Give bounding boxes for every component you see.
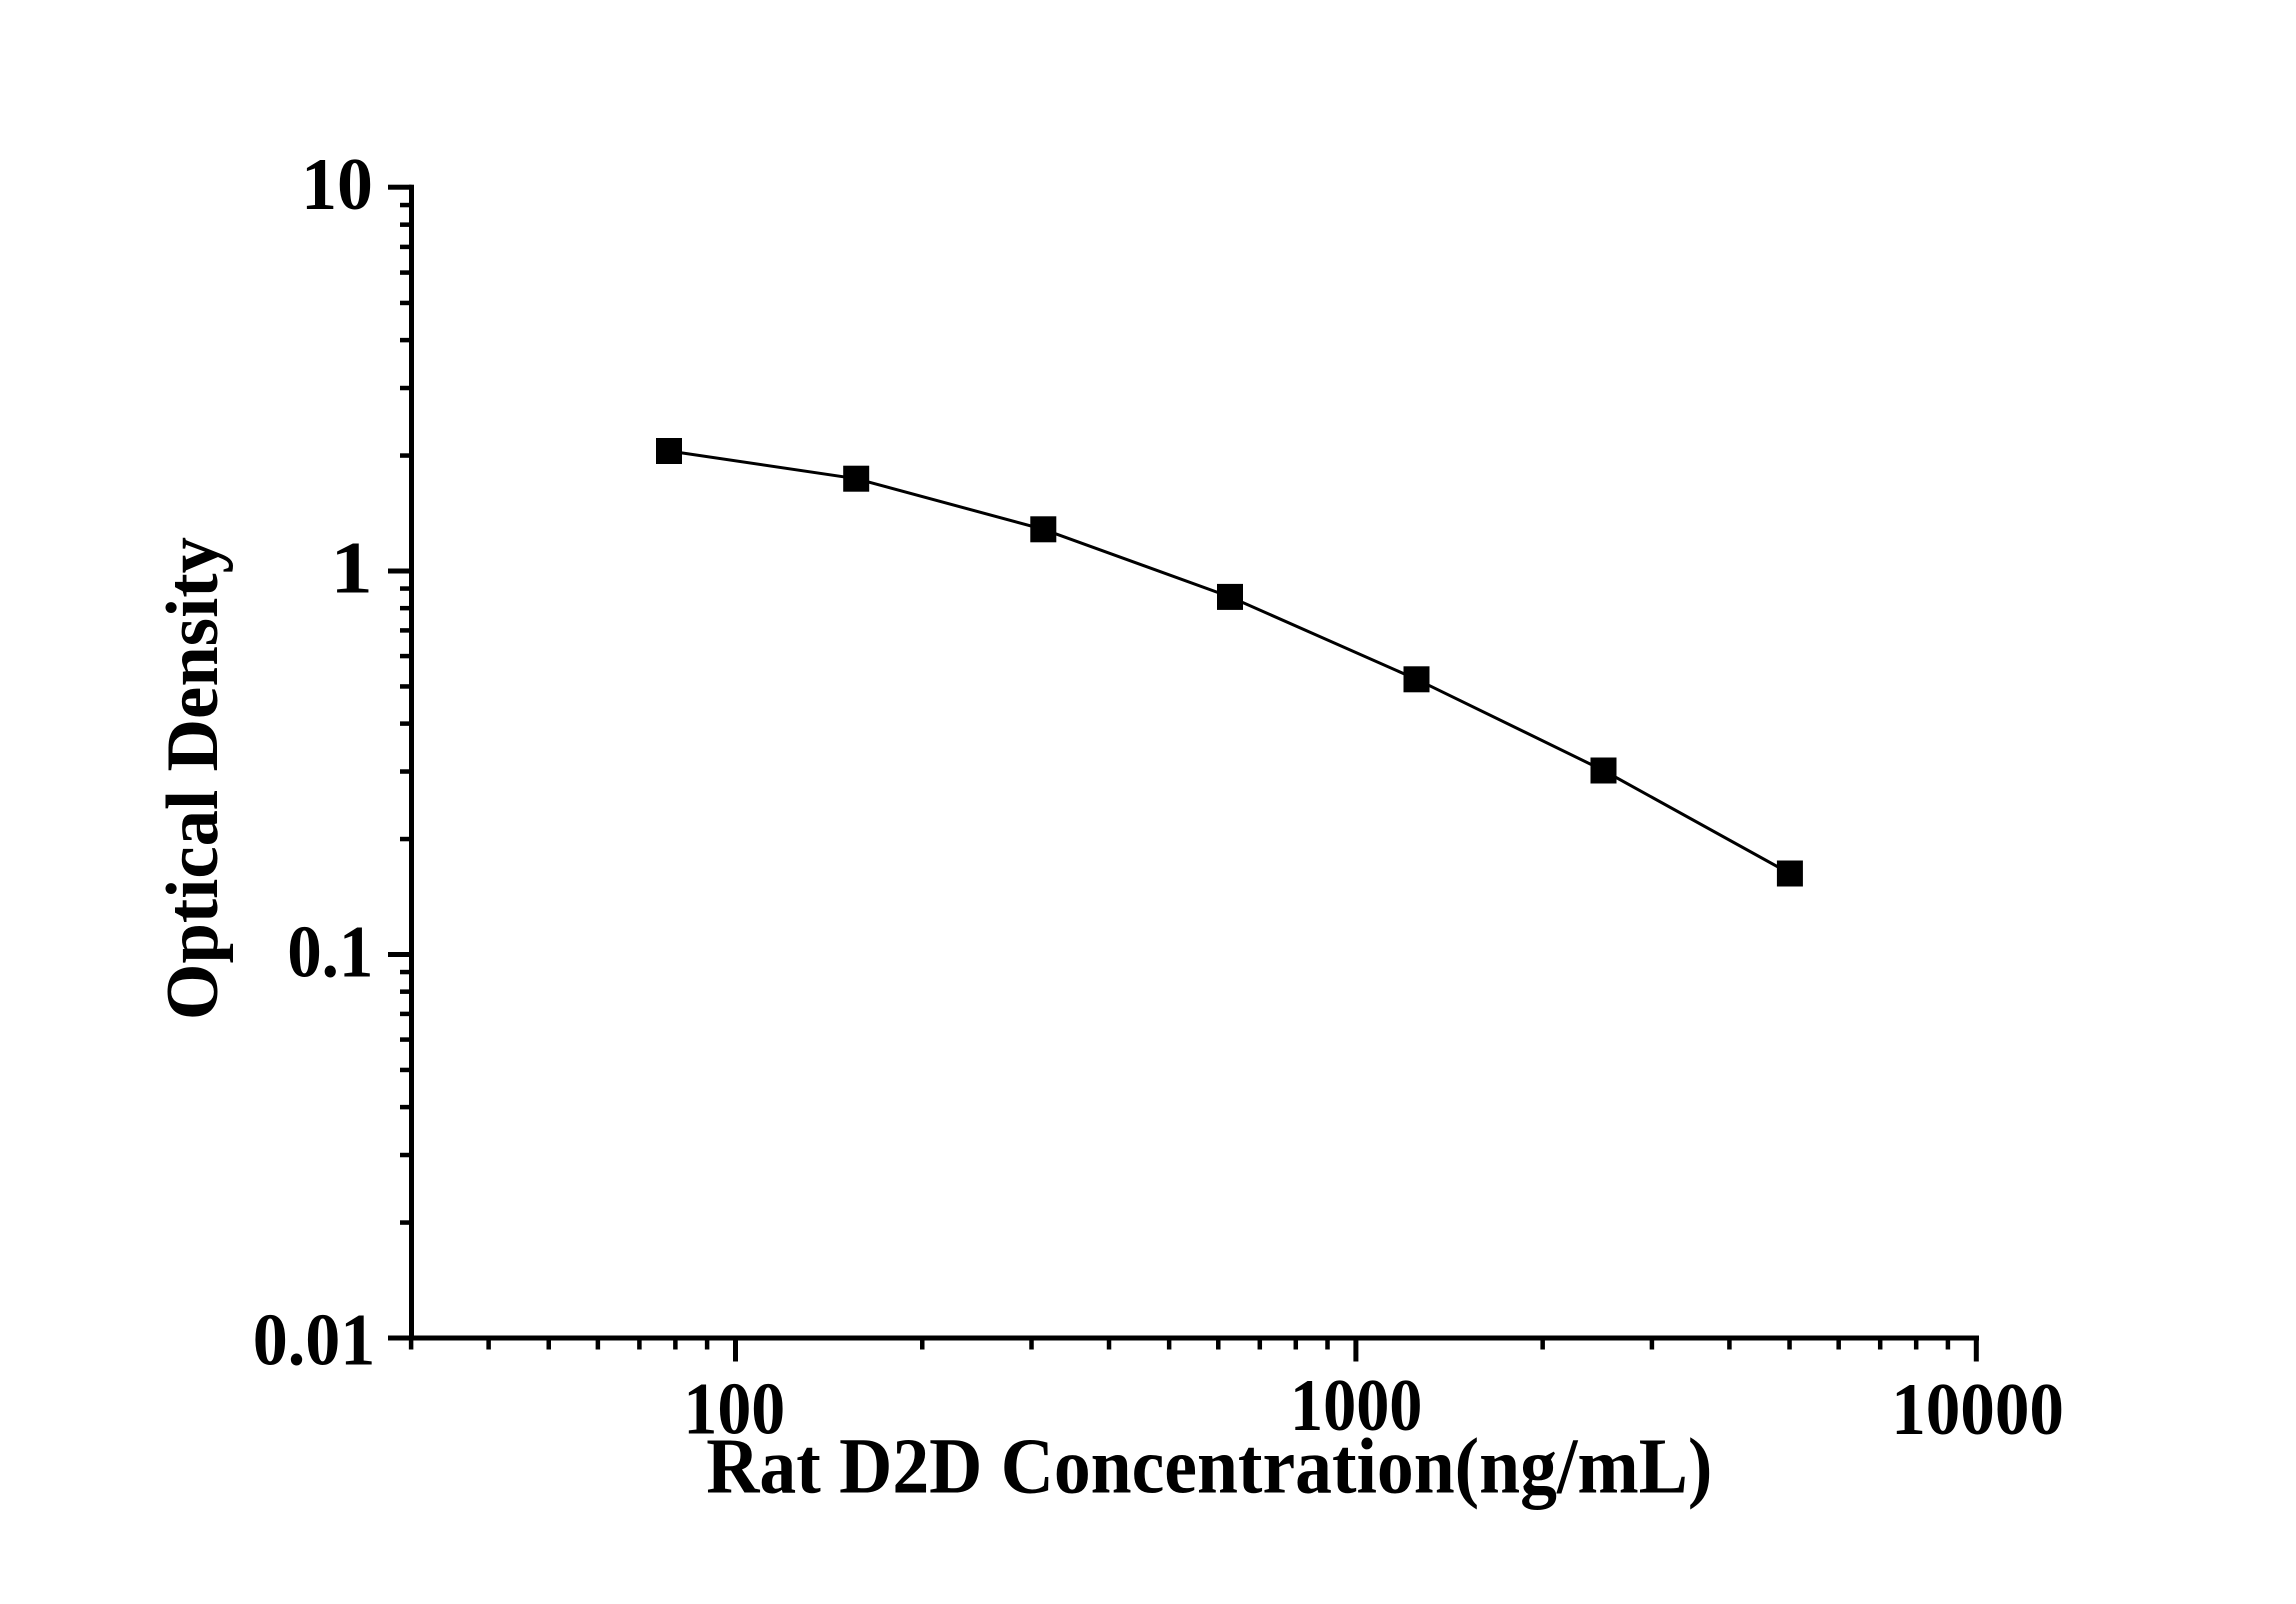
svg-text:0.01: 0.01 xyxy=(253,1300,376,1382)
svg-text:10: 10 xyxy=(301,144,373,226)
svg-text:1: 1 xyxy=(330,528,373,610)
svg-text:1000: 1000 xyxy=(1290,1365,1422,1447)
svg-text:Optical Density: Optical Density xyxy=(152,537,234,1020)
svg-text:10000: 10000 xyxy=(1891,1369,2064,1451)
svg-text:0.1: 0.1 xyxy=(287,912,373,994)
svg-text:100: 100 xyxy=(683,1368,785,1450)
svg-text:Rat D2D Concentration(ng/mL): Rat D2D Concentration(ng/mL) xyxy=(706,1423,1712,1510)
